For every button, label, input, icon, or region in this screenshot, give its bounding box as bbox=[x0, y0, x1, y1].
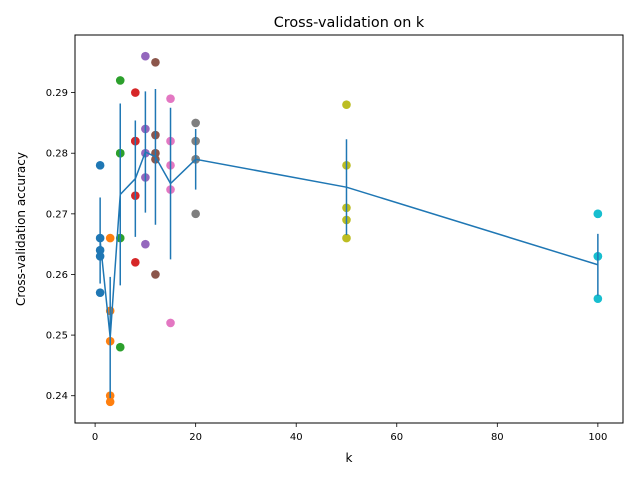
scatter-point bbox=[151, 270, 160, 279]
scatter-point bbox=[191, 118, 200, 128]
y-tick-label: 0.28 bbox=[46, 149, 68, 160]
x-axis-label: k bbox=[346, 451, 353, 465]
axis-ticks: 0 20 40 60 80 100 0.24 0.25 0.26 0.27 0.28 0.29 bbox=[46, 88, 608, 443]
scatter-point bbox=[131, 88, 140, 97]
scatter-point bbox=[166, 318, 175, 328]
x-tick-label: 20 bbox=[189, 432, 202, 443]
scatter-point bbox=[342, 100, 351, 110]
axes-frame bbox=[74, 34, 624, 424]
scatter-point bbox=[191, 209, 200, 219]
scatter-point bbox=[141, 239, 150, 249]
scatter-point bbox=[105, 397, 115, 407]
y-axis-label: Cross-validation accuracy bbox=[14, 152, 28, 306]
scatter-point bbox=[115, 342, 125, 352]
y-tick-label: 0.25 bbox=[46, 331, 68, 342]
scatter-point bbox=[105, 233, 115, 243]
scatter-point bbox=[593, 294, 603, 304]
scatter-point bbox=[95, 288, 105, 297]
x-tick-label: 40 bbox=[290, 432, 303, 443]
y-tick-label: 0.29 bbox=[46, 88, 68, 99]
scatter-point bbox=[166, 94, 175, 103]
y-tick-label: 0.27 bbox=[46, 209, 68, 220]
scatter-point bbox=[95, 161, 105, 170]
scatter-point bbox=[342, 233, 351, 243]
x-tick-label: 0 bbox=[92, 432, 98, 443]
x-tick-label: 60 bbox=[390, 432, 403, 443]
scatter-point bbox=[141, 51, 150, 61]
plot-area bbox=[95, 51, 603, 407]
scatter-point bbox=[151, 57, 160, 67]
y-tick-label: 0.26 bbox=[46, 270, 68, 281]
x-tick-label: 100 bbox=[588, 432, 607, 443]
chart-title: Cross-validation on k bbox=[274, 15, 425, 31]
scatter-point bbox=[593, 209, 603, 219]
y-tick-label: 0.24 bbox=[46, 391, 68, 402]
scatter-point bbox=[131, 258, 140, 267]
scatter-point bbox=[115, 76, 125, 85]
x-tick-label: 80 bbox=[491, 432, 504, 443]
mean-accuracy-line bbox=[99, 150, 599, 338]
